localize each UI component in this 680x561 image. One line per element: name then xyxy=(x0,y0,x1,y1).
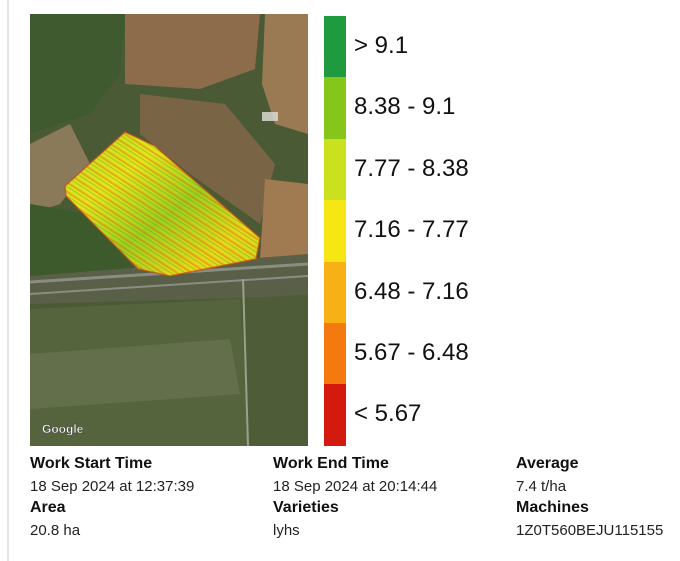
yield-map: Google xyxy=(30,14,308,446)
detail-label: Average xyxy=(516,455,579,472)
legend-item: < 5.67 xyxy=(324,384,664,446)
legend-swatch xyxy=(324,384,346,446)
detail-value: lyhs xyxy=(273,522,300,539)
detail-value: 7.4 t/ha xyxy=(516,478,567,495)
detail-label: Work Start Time xyxy=(30,455,153,472)
legend-item: 6.48 - 7.16 xyxy=(324,261,664,323)
legend-swatch xyxy=(324,138,346,201)
detail-label: Work End Time xyxy=(273,455,389,472)
legend-item: > 9.1 xyxy=(324,16,664,78)
legend-label: 7.16 - 7.77 xyxy=(354,216,469,244)
detail-field: Average 7.4 t/ha xyxy=(516,455,680,495)
legend-swatch xyxy=(324,200,346,262)
detail-label: Machines xyxy=(516,499,589,516)
detail-field: Work End Time 18 Sep 2024 at 20:14:44 xyxy=(273,455,513,495)
legend-label: 5.67 - 6.48 xyxy=(354,338,469,366)
legend-label: 6.48 - 7.16 xyxy=(354,277,469,305)
legend-item: 7.16 - 7.77 xyxy=(324,200,664,262)
legend-item: 5.67 - 6.48 xyxy=(324,322,664,385)
legend-item: 7.77 - 8.38 xyxy=(324,138,664,201)
detail-value: 18 Sep 2024 at 20:14:44 xyxy=(273,478,438,495)
detail-value: 20.8 ha xyxy=(30,522,81,539)
legend-swatch xyxy=(324,77,346,139)
detail-field: Work Start Time 18 Sep 2024 at 12:37:39 xyxy=(30,455,270,495)
detail-label: Varieties xyxy=(273,499,339,516)
detail-label: Area xyxy=(30,499,66,516)
legend-swatch xyxy=(324,261,346,323)
legend-swatch xyxy=(324,16,346,78)
legend-label: 7.77 - 8.38 xyxy=(354,154,469,182)
detail-field: Machines 1Z0T560BEJU115155 xyxy=(516,499,680,539)
legend: > 9.1 8.38 - 9.1 7.77 - 8.38 7.16 - 7.77 6.4… xyxy=(324,16,664,446)
legend-label: 8.38 - 9.1 xyxy=(354,93,456,121)
legend-swatch xyxy=(324,322,346,385)
detail-field: Area 20.8 ha xyxy=(30,499,270,539)
screen-edge xyxy=(7,0,9,561)
map-attribution: Google xyxy=(42,422,84,436)
detail-value: 1Z0T560BEJU115155 xyxy=(516,522,664,539)
legend-item: 8.38 - 9.1 xyxy=(324,77,664,139)
detail-value: 18 Sep 2024 at 12:37:39 xyxy=(30,478,195,495)
detail-field: Varieties lyhs xyxy=(273,499,513,539)
legend-label: > 9.1 xyxy=(354,32,409,59)
legend-label: < 5.67 xyxy=(354,400,422,428)
